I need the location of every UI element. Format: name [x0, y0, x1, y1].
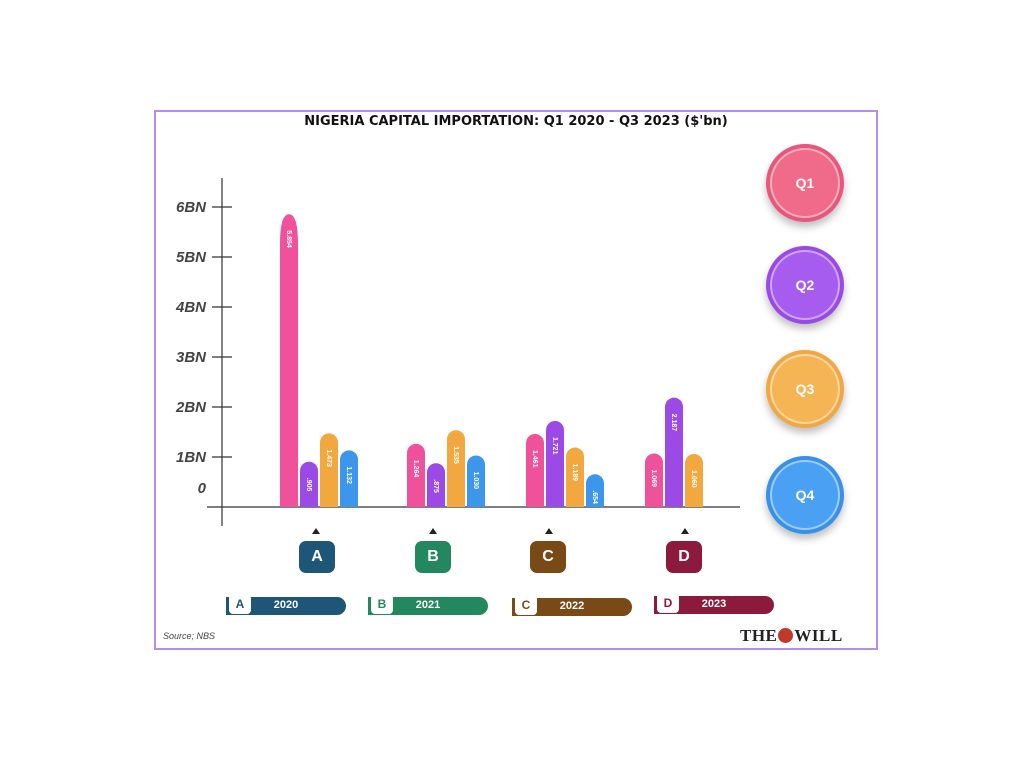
year-label-b: 2021 — [415, 599, 441, 611]
y-tick-label-4: 4BN — [175, 299, 207, 316]
group-badge-d: D — [666, 541, 702, 573]
chart-frame — [154, 110, 878, 650]
bar-label-C-Q2: 1.721 — [551, 437, 558, 455]
bar-label-A-Q4: 1.132 — [345, 466, 352, 484]
source-note: Source; NBS — [163, 631, 216, 641]
year-label-c: 2022 — [559, 600, 585, 612]
bar-D-Q2 — [665, 397, 683, 507]
bar-label-B-Q3: 1.535 — [452, 446, 459, 464]
legend-q4: Q4 — [766, 456, 844, 534]
y-tick-label-2: 2BN — [175, 399, 207, 416]
logo-emblem-icon — [778, 628, 794, 643]
legend-q2-label: Q2 — [795, 277, 815, 293]
group-badge-c: C — [530, 541, 566, 573]
bar-label-C-Q4: .654 — [591, 490, 598, 504]
y-tick-label-0: 0 — [198, 480, 207, 497]
group-badge-a: A — [299, 541, 335, 573]
the-will-logo: THE WILL — [740, 626, 843, 645]
bar-C-Q2 — [546, 420, 564, 507]
bar-label-D-Q3: 1.060 — [690, 470, 697, 488]
year-label-d: 2023 — [701, 598, 727, 610]
bar-label-D-Q1: 1.069 — [650, 470, 657, 488]
bar-label-B-Q2: .875 — [432, 479, 439, 493]
legend-q3-label: Q3 — [795, 381, 815, 397]
bar-D-Q1 — [645, 453, 663, 507]
bar-A-Q4 — [340, 450, 358, 507]
bar-C-Q4 — [586, 474, 604, 507]
bar-C-Q3 — [566, 447, 584, 507]
legend-q1-label: Q1 — [795, 175, 815, 191]
bar-D-Q3 — [685, 454, 703, 507]
bar-A-Q2 — [300, 461, 318, 507]
bar-A-Q3 — [320, 433, 338, 507]
group-marker-A — [312, 528, 320, 534]
bar-A-Q1 — [280, 214, 298, 508]
legend-q1: Q1 — [766, 144, 844, 222]
bar-label-B-Q4: 1.030 — [472, 472, 479, 490]
y-tick-label-3: 3BN — [176, 349, 207, 366]
bar-B-Q3 — [447, 430, 465, 507]
y-tick-label-5: 5BN — [176, 249, 207, 266]
bar-B-Q1 — [407, 443, 425, 507]
bar-label-A-Q3: 1.473 — [325, 449, 332, 467]
bar-label-A-Q2: .905 — [305, 478, 312, 492]
year-pill-a: A 2020 — [226, 594, 346, 615]
y-tick-label-6: 6BN — [176, 199, 207, 216]
year-pill-c: C 2022 — [512, 595, 632, 616]
group-marker-C — [545, 528, 553, 534]
year-pill-b: B 2021 — [368, 594, 488, 615]
legend-q4-label: Q4 — [795, 487, 815, 503]
y-tick-label-1: 1BN — [176, 449, 207, 466]
bar-label-C-Q1: 1.461 — [531, 450, 538, 468]
year-pill-d: D 2023 — [654, 593, 774, 614]
bar-label-D-Q2: 2.187 — [670, 414, 677, 432]
chart-title: NIGERIA CAPITAL IMPORTATION: Q1 2020 - Q… — [304, 114, 728, 129]
year-label-a: 2020 — [273, 599, 299, 611]
group-badge-b: B — [415, 541, 451, 573]
group-marker-B — [429, 528, 437, 534]
bar-label-C-Q3: 1.189 — [571, 464, 578, 482]
group-marker-D — [681, 528, 689, 534]
legend-q3: Q3 — [766, 350, 844, 428]
bar-label-B-Q1: 1.264 — [412, 460, 419, 478]
bar-label-A-Q1: 5.854 — [285, 230, 292, 248]
bar-B-Q2 — [427, 463, 445, 507]
bar-C-Q1 — [526, 433, 544, 507]
bar-B-Q4 — [467, 455, 485, 507]
legend-q2: Q2 — [766, 246, 844, 324]
